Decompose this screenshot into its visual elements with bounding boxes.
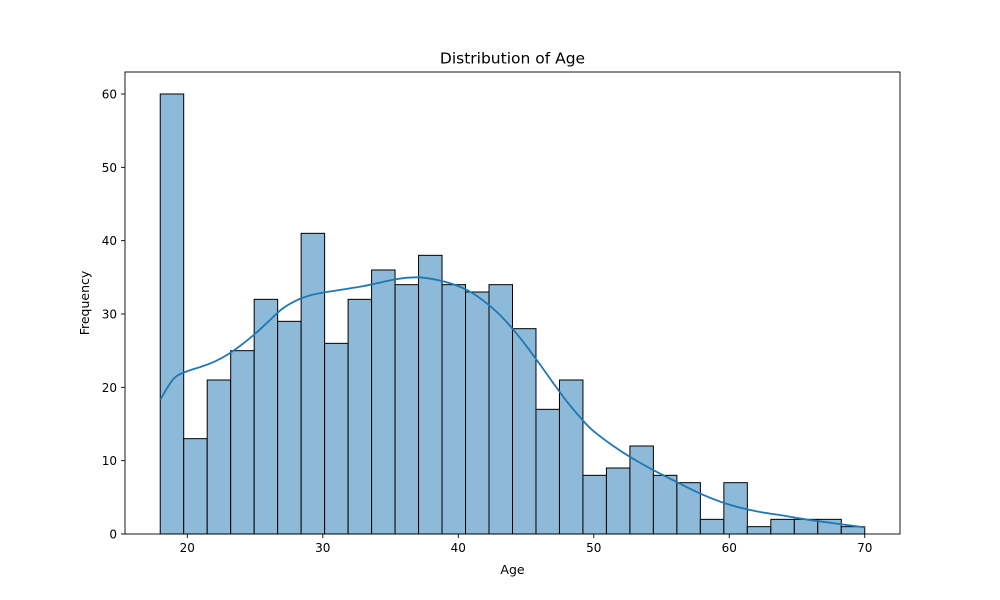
y-tick-label: 40 [102, 234, 117, 248]
x-tick-label: 30 [315, 541, 330, 555]
y-tick-label: 60 [102, 88, 117, 102]
y-tick-label: 30 [102, 308, 117, 322]
histogram-bar [371, 269, 396, 535]
x-axis-ticks: 20 30 40 50 60 70 [180, 534, 872, 555]
y-tick-label: 10 [102, 454, 117, 468]
histogram-bar [465, 291, 490, 535]
histogram-bar [300, 232, 326, 535]
histogram-bar [418, 254, 443, 535]
kde-line [159, 276, 865, 529]
plot-frame [124, 71, 901, 535]
histogram-bar [652, 474, 678, 535]
y-axis-ticks: 0 10 20 30 40 50 60 [102, 88, 125, 542]
histogram-bar [230, 350, 255, 535]
bars-group [159, 93, 866, 535]
chart-title: Distribution of Age [440, 50, 585, 68]
x-tick-label: 50 [586, 541, 601, 555]
x-tick-label: 40 [451, 541, 466, 555]
histogram-bar [676, 482, 701, 535]
histogram-bar [605, 467, 631, 535]
histogram-bar [441, 284, 467, 535]
histogram-bar [793, 518, 819, 535]
histogram-bar [511, 328, 537, 535]
x-tick-label: 20 [180, 541, 195, 555]
histogram-bar [159, 93, 185, 535]
histogram-bar [582, 474, 607, 535]
y-tick-label: 50 [102, 161, 117, 175]
y-tick-label: 20 [102, 381, 117, 395]
x-tick-label: 70 [857, 541, 872, 555]
y-axis-label: Frequency [77, 270, 92, 335]
histogram-bar [183, 438, 208, 535]
histogram-bar [324, 342, 349, 535]
histogram-bar [347, 298, 373, 535]
histogram-bar [535, 408, 560, 535]
y-tick-label: 0 [109, 528, 117, 542]
histogram-bar [277, 320, 302, 535]
histogram-bar [206, 379, 232, 535]
histogram-bar [746, 526, 772, 535]
histogram-bar [488, 284, 513, 535]
histogram-bar [699, 518, 725, 535]
histogram-bar [394, 284, 420, 535]
histogram-bar [253, 298, 279, 535]
histogram-bar [558, 379, 584, 535]
x-tick-label: 60 [722, 541, 737, 555]
x-axis-label: Age [500, 562, 524, 577]
histogram-bar [770, 518, 795, 535]
